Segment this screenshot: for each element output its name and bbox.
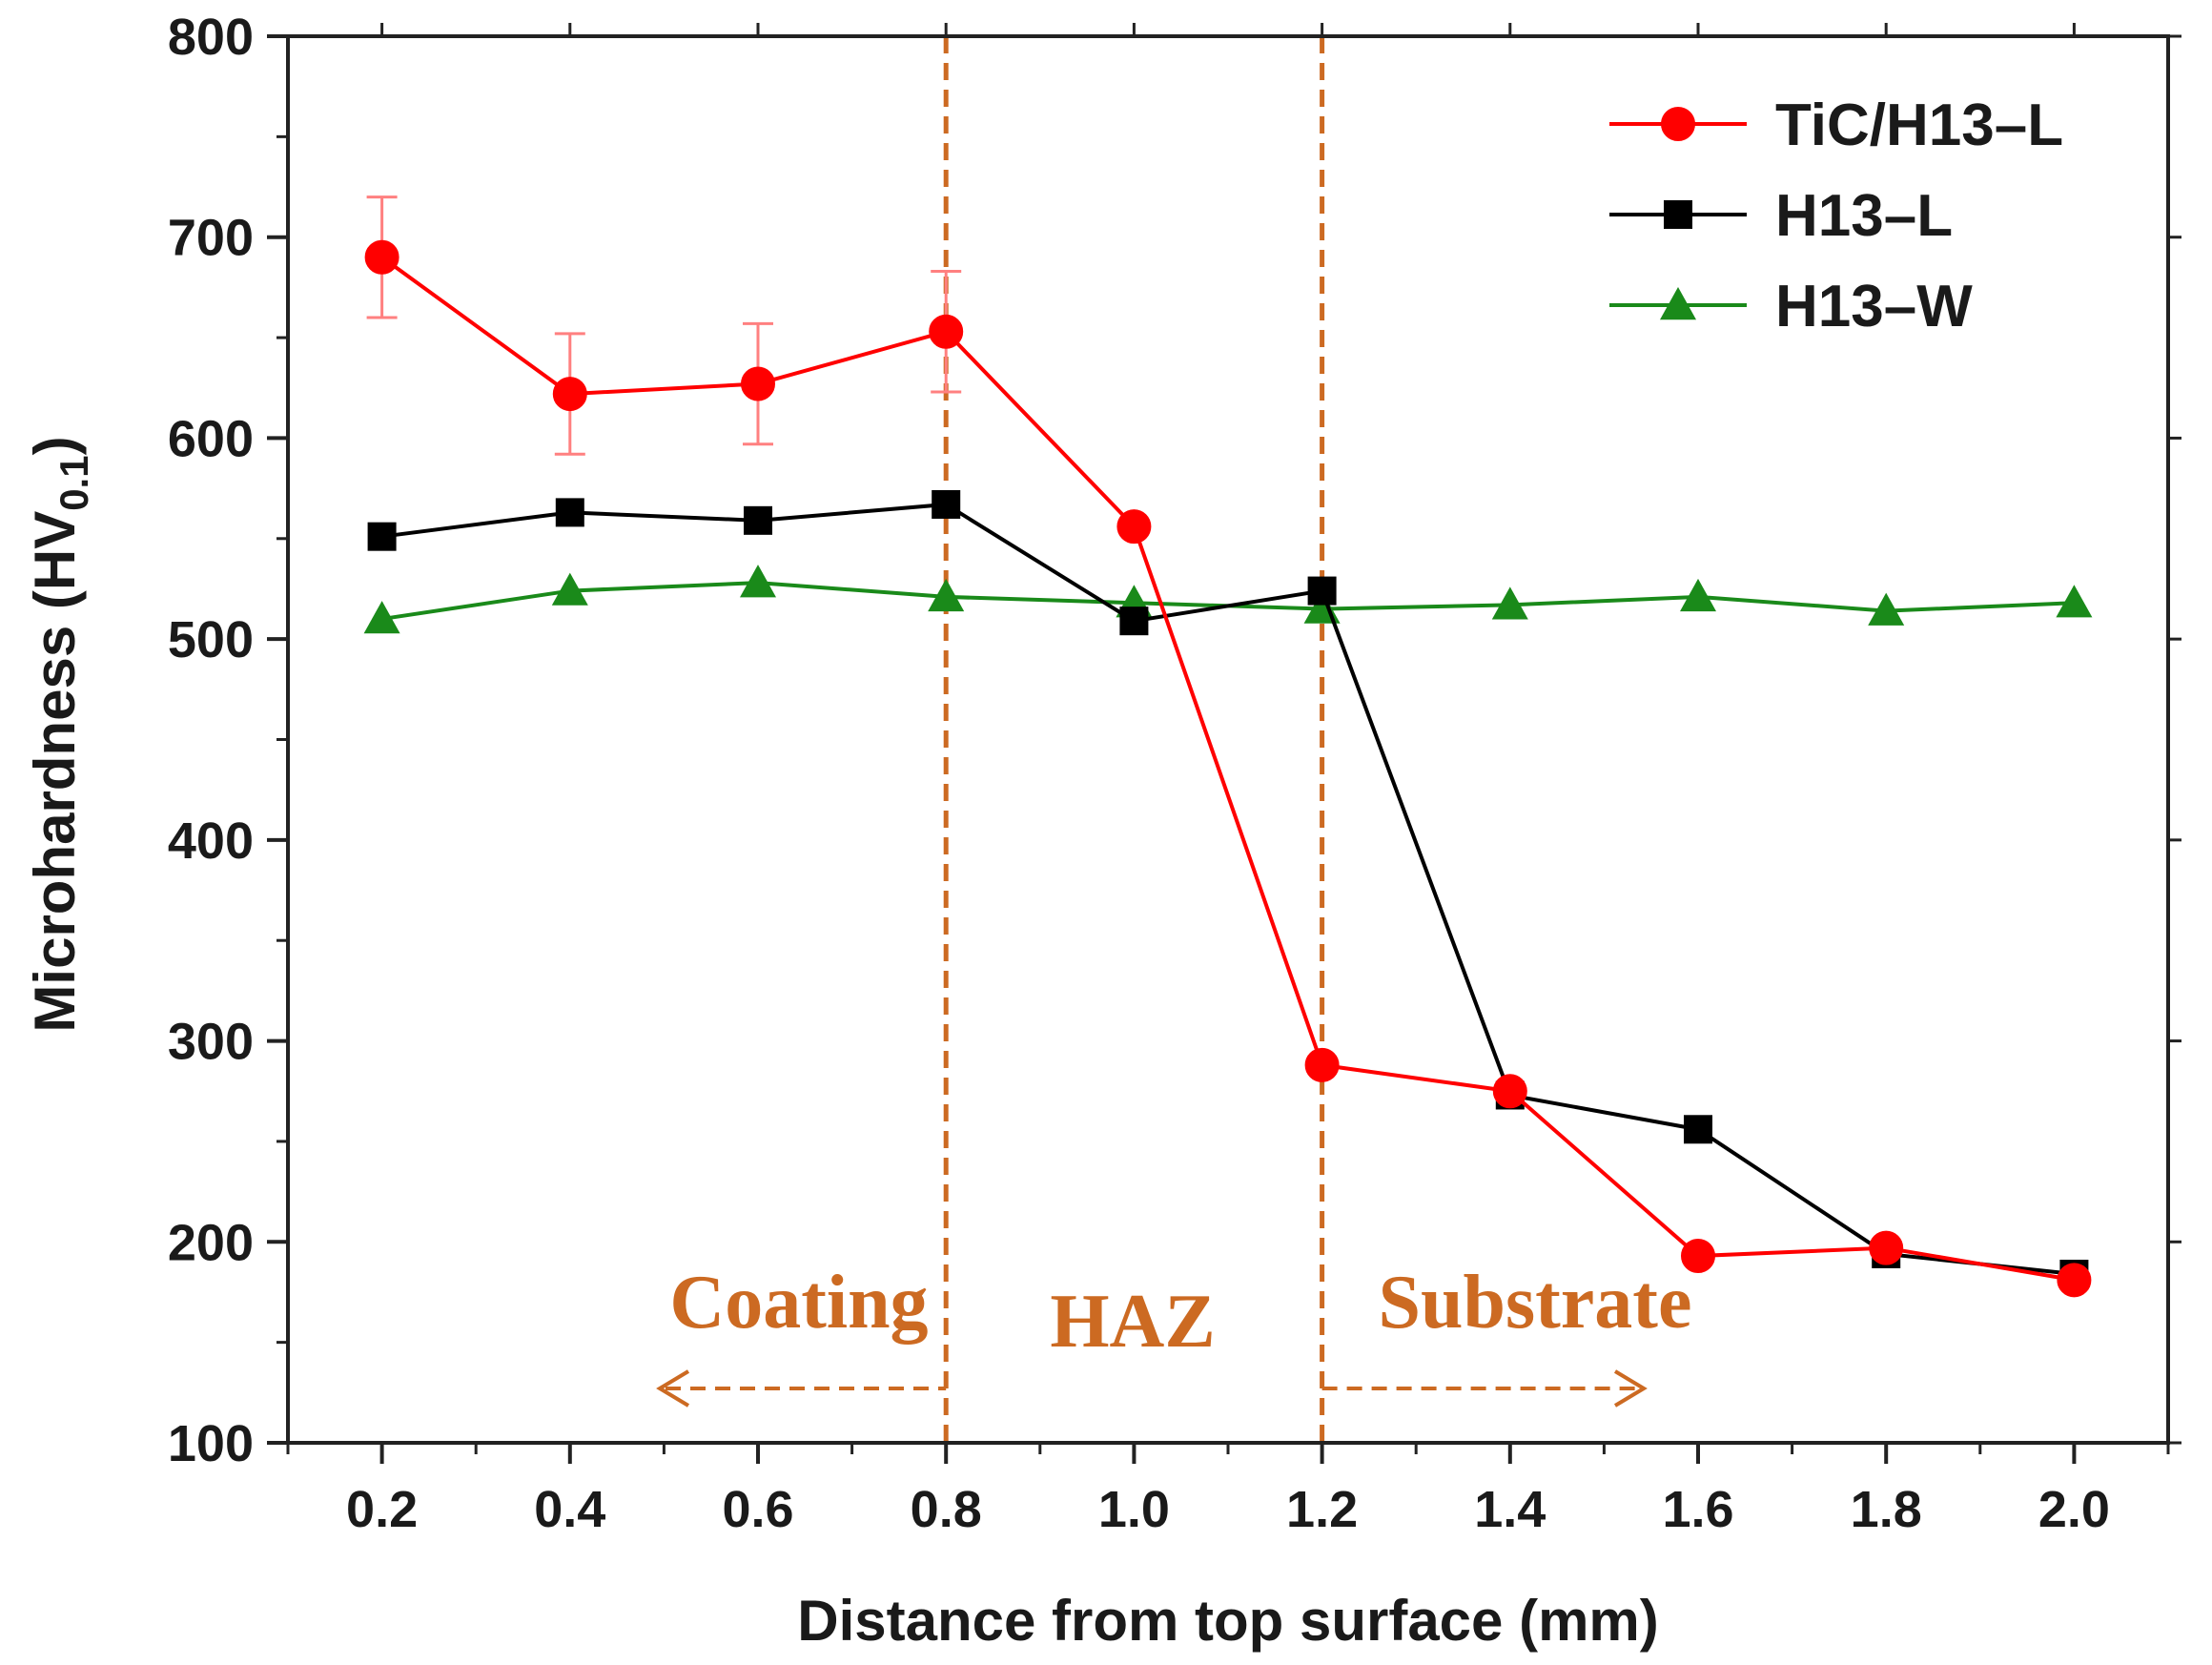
data-point-tic-h13-l bbox=[2057, 1263, 2092, 1298]
data-point-tic-h13-l bbox=[741, 366, 775, 401]
data-point-tic-h13-l bbox=[364, 239, 399, 275]
data-point-tic-h13-l bbox=[1492, 1074, 1527, 1109]
coating-label: Coating bbox=[669, 1261, 928, 1345]
data-point-h13-l bbox=[367, 522, 397, 551]
y-tick-label: 800 bbox=[168, 9, 254, 66]
y-tick-label: 600 bbox=[168, 410, 254, 467]
data-point-h13-l bbox=[932, 489, 961, 519]
y-tick-label: 500 bbox=[168, 611, 254, 668]
y-tick-label: 100 bbox=[168, 1415, 254, 1472]
x-tick-label: 1.2 bbox=[1286, 1481, 1358, 1538]
y-axis-title-close: ) bbox=[23, 436, 87, 455]
data-point-h13-l bbox=[1307, 576, 1337, 606]
x-tick-label: 2.0 bbox=[2038, 1481, 2110, 1538]
data-point-h13-w bbox=[1491, 586, 1528, 620]
legend: TiC/H13–L H13–L H13–W bbox=[1609, 92, 2063, 339]
data-point-h13-w bbox=[928, 578, 965, 612]
y-tick-label: 700 bbox=[168, 210, 254, 267]
series-line-h13-w bbox=[381, 581, 2075, 622]
region-annotations: Coating HAZ Substrate bbox=[656, 36, 1692, 1443]
x-tick-label: 0.8 bbox=[911, 1481, 982, 1538]
data-point-tic-h13-l bbox=[552, 377, 587, 412]
x-tick-label: 1.0 bbox=[1098, 1481, 1170, 1538]
x-tick-label: 0.2 bbox=[346, 1481, 418, 1538]
x-axis-title: Distance from top surface (mm) bbox=[797, 1589, 1659, 1653]
data-point-h13-w bbox=[740, 565, 776, 598]
series-layer bbox=[363, 195, 2093, 1298]
data-point-h13-w bbox=[551, 572, 588, 606]
legend-label-tic-h13-l: TiC/H13–L bbox=[1775, 92, 2063, 158]
legend-marker-h13-l bbox=[1664, 200, 1692, 229]
data-point-h13-w bbox=[2056, 585, 2093, 618]
axes: 0.2 0.4 0.6 0.8 1.0 1.2 1.4 1.6 1.8 2.0 100 200 300 4… bbox=[168, 9, 2181, 1538]
data-point-h13-l bbox=[1684, 1115, 1712, 1144]
series-line-h13-l bbox=[381, 502, 2075, 1276]
x-tick-label: 1.4 bbox=[1474, 1481, 1546, 1538]
y-tick-label: 400 bbox=[168, 812, 254, 870]
data-point-tic-h13-l bbox=[1681, 1239, 1715, 1274]
x-tick-label: 1.8 bbox=[1851, 1481, 1922, 1538]
y-tick-label: 200 bbox=[168, 1214, 254, 1271]
data-point-tic-h13-l bbox=[1116, 509, 1152, 545]
legend-marker-h13-w bbox=[1660, 287, 1696, 320]
data-point-h13-w bbox=[1680, 578, 1716, 612]
data-point-tic-h13-l bbox=[929, 314, 964, 349]
substrate-label: Substrate bbox=[1379, 1261, 1692, 1345]
substrate-arrowhead bbox=[1613, 1369, 1648, 1408]
legend-marker-tic-h13-l bbox=[1661, 107, 1695, 141]
series-line-tic-h13-l bbox=[380, 256, 2075, 1283]
data-point-tic-h13-l bbox=[1869, 1230, 1904, 1265]
coating-arrowhead bbox=[656, 1369, 690, 1408]
data-point-h13-l bbox=[1119, 606, 1149, 636]
x-tick-label: 0.4 bbox=[534, 1481, 605, 1538]
haz-label: HAZ bbox=[1050, 1280, 1215, 1364]
data-point-tic-h13-l bbox=[1304, 1047, 1340, 1082]
legend-label-h13-w: H13–W bbox=[1775, 274, 1973, 339]
y-axis-title-main: Microhardness (HV bbox=[23, 511, 87, 1033]
data-point-h13-w bbox=[363, 601, 400, 634]
y-axis-title-subscript: 0.1 bbox=[51, 455, 96, 510]
y-axis-title: Microhardness (HV0.1) bbox=[23, 436, 96, 1032]
data-point-h13-l bbox=[555, 498, 584, 527]
data-point-h13-w bbox=[1868, 592, 1905, 626]
x-tick-label: 1.6 bbox=[1662, 1481, 1733, 1538]
x-tick-label: 0.6 bbox=[722, 1481, 793, 1538]
legend-label-h13-l: H13–L bbox=[1775, 183, 1953, 249]
data-point-h13-l bbox=[744, 505, 772, 535]
y-tick-label: 300 bbox=[168, 1014, 254, 1071]
